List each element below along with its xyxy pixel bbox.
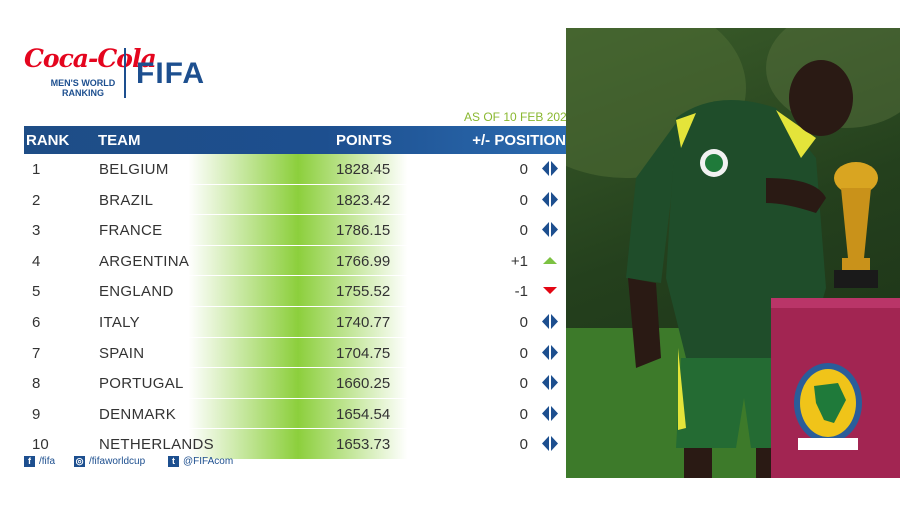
header-position: +/- POSITION [472, 132, 566, 149]
social-twitter[interactable]: t @FIFAcom [168, 456, 233, 470]
table-row: 5 ENGLAND 1755.52 -1 [24, 276, 572, 307]
row-points: 1704.75 [336, 344, 391, 362]
row-team: ARGENTINA [99, 252, 190, 270]
row-rank: 7 [32, 344, 41, 362]
row-rank: 2 [32, 191, 41, 209]
header-points: POINTS [336, 132, 392, 149]
row-change: 0 [519, 222, 528, 240]
no-change-icon [542, 375, 558, 391]
row-team: DENMARK [99, 405, 177, 423]
row-rank: 5 [32, 283, 41, 301]
no-change-icon [542, 436, 558, 452]
photo-illustration [566, 28, 900, 478]
row-team: ENGLAND [99, 283, 174, 301]
row-change: 0 [519, 344, 528, 362]
row-rank: 1 [32, 161, 41, 178]
as-of-date: AS OF 10 FEB 2022 [464, 110, 574, 124]
row-points: 1654.54 [336, 405, 391, 423]
logo-divider [124, 48, 126, 98]
table-row: 8 PORTUGAL 1660.25 0 [24, 368, 572, 399]
row-change: 0 [519, 191, 528, 209]
header-team: TEAM [98, 132, 141, 149]
row-points: 1653.73 [336, 436, 391, 454]
row-change: 0 [519, 405, 528, 423]
ranking-table: RANK TEAM POINTS +/- POSITION 1 BELGIUM 18… [24, 126, 572, 460]
no-change-icon [542, 344, 558, 360]
instagram-icon: ◎ [74, 456, 85, 467]
facebook-handle: /fifa [39, 456, 56, 468]
row-change: 0 [519, 313, 528, 331]
twitter-handle: @FIFAcom [183, 456, 234, 468]
row-team: BELGIUM [99, 161, 169, 178]
coca-cola-logo: Coca-Cola [24, 44, 157, 73]
table-row: 1 BELGIUM 1828.45 0 [24, 154, 572, 185]
no-change-icon [542, 161, 558, 176]
row-team: BRAZIL [99, 191, 154, 209]
row-rank: 9 [32, 405, 41, 423]
table-row: 3 FRANCE 1786.15 0 [24, 215, 572, 246]
ranking-title-line2: RANKING [62, 88, 104, 98]
header-rank: RANK [26, 132, 70, 149]
arrow-down-icon [543, 287, 557, 295]
row-points: 1766.99 [336, 252, 391, 270]
row-points: 1740.77 [336, 313, 391, 331]
row-team: PORTUGAL [99, 375, 184, 393]
instagram-handle: /fifaworldcup [89, 456, 146, 468]
facebook-icon: f [24, 456, 35, 467]
row-change: 0 [519, 161, 528, 178]
row-team: FRANCE [99, 222, 163, 240]
row-rank: 4 [32, 252, 41, 270]
arrow-up-icon [543, 256, 557, 264]
social-instagram[interactable]: ◎ /fifaworldcup [74, 456, 145, 470]
table-row: 6 ITALY 1740.77 0 [24, 306, 572, 338]
row-rank: 10 [32, 436, 49, 454]
row-points: 1823.42 [336, 191, 391, 209]
row-team: SPAIN [99, 344, 145, 362]
row-change: 0 [519, 375, 528, 393]
row-rank: 6 [32, 313, 41, 331]
social-facebook[interactable]: f/fifa [24, 456, 55, 470]
row-change: 0 [519, 436, 528, 454]
row-change: -1 [514, 283, 528, 301]
no-change-icon [542, 405, 558, 421]
row-points: 1755.52 [336, 283, 391, 301]
table-row: 9 DENMARK 1654.54 0 [24, 398, 572, 430]
row-team: NETHERLANDS [99, 436, 214, 454]
row-points: 1828.45 [336, 161, 391, 178]
row-rank: 8 [32, 375, 41, 393]
fifa-logo: FIFA [136, 57, 205, 90]
twitter-icon: t [168, 456, 179, 467]
no-change-icon [542, 313, 558, 329]
row-points: 1660.25 [336, 375, 391, 393]
player-trophy-photo [566, 28, 900, 478]
table-row: 7 SPAIN 1704.75 0 [24, 337, 572, 369]
table-body: 1 BELGIUM 1828.45 0 2 BRAZIL 1823.42 0 3 FRANCE 17… [24, 154, 572, 460]
row-rank: 3 [32, 222, 41, 240]
row-team: ITALY [99, 313, 140, 331]
no-change-icon [542, 191, 558, 207]
ranking-title: MEN'S WORLD RANKING [38, 78, 128, 98]
table-row: 2 BRAZIL 1823.42 0 [24, 184, 572, 216]
row-change: +1 [510, 252, 528, 270]
no-change-icon [542, 222, 558, 238]
row-points: 1786.15 [336, 222, 391, 240]
table-row: 4 ARGENTINA 1766.99 +1 [24, 245, 572, 277]
logo-block: Coca-Cola MEN'S WORLD RANKING [24, 44, 224, 104]
table-row: 10 NETHERLANDS 1653.73 0 [24, 429, 572, 460]
table-header: RANK TEAM POINTS +/- POSITION [24, 126, 572, 154]
ranking-title-line1: MEN'S WORLD [50, 78, 116, 88]
